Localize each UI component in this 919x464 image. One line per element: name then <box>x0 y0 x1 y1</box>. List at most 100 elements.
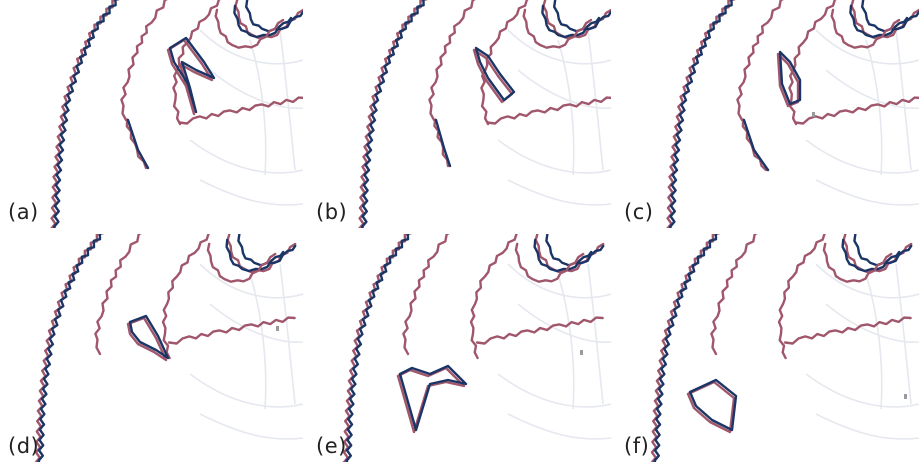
middle-tail-blue <box>742 118 770 172</box>
cluster-blue <box>853 234 913 267</box>
panel-label: (f) <box>624 434 650 458</box>
inner-arc-red <box>172 0 221 126</box>
cluster-red-inner <box>206 242 277 283</box>
inner-floor-red <box>486 96 611 125</box>
inner-floor-red <box>475 316 604 345</box>
background-contour <box>815 413 919 440</box>
cluster-blue-inner <box>541 4 601 39</box>
cluster-blue <box>861 0 919 33</box>
background-contour <box>557 273 575 410</box>
inner-arc-red <box>469 234 519 360</box>
background-contour <box>249 273 267 410</box>
inner-arc-red <box>777 234 827 360</box>
background-contour <box>209 303 303 343</box>
background-contour <box>825 303 919 343</box>
outer-arc-blue <box>345 234 410 462</box>
background-contour <box>507 413 611 440</box>
inner-floor-red <box>178 96 303 125</box>
background-contour <box>497 373 611 408</box>
blob-red <box>166 38 214 116</box>
background-contour <box>517 69 611 109</box>
artifact-speck <box>276 326 279 331</box>
contour-plot <box>666 0 919 228</box>
background-contour <box>189 373 303 408</box>
blob-blue <box>474 46 516 102</box>
background-contour <box>279 263 296 405</box>
blob-blue <box>778 50 802 106</box>
panel-f: (f) <box>616 234 919 462</box>
inner-arc-red <box>161 234 211 360</box>
inner-floor-red <box>794 96 919 125</box>
background-contour <box>199 179 303 206</box>
outer-arc-blue <box>53 0 117 228</box>
blob-red <box>396 366 466 434</box>
blob-blue <box>688 378 738 432</box>
background-contour <box>507 263 611 299</box>
middle-arc-red <box>736 0 784 122</box>
background-contour <box>587 29 604 171</box>
background-contour <box>815 263 919 299</box>
panel-label: (d) <box>8 434 40 458</box>
cluster-blue <box>553 0 611 33</box>
inner-floor-red <box>167 316 296 345</box>
cluster-red-inner <box>522 8 593 49</box>
background-contour <box>279 29 296 171</box>
panel-c: (c) <box>616 0 919 228</box>
panel-label: (e) <box>316 434 347 458</box>
cluster-blue-inner <box>841 238 901 273</box>
blob-blue <box>168 36 216 114</box>
background-contour <box>507 29 611 65</box>
background-contour <box>189 139 303 174</box>
middle-arc-red <box>428 0 476 122</box>
middle-arc-red <box>710 234 758 356</box>
cluster-blue <box>545 234 605 267</box>
panel-b: (b) <box>308 0 611 228</box>
inner-arc-red <box>788 0 837 126</box>
cluster-blue <box>237 234 297 267</box>
background-contour <box>587 263 604 405</box>
artifact-speck <box>580 350 583 355</box>
cluster-red-inner <box>214 8 285 49</box>
cluster-blue-inner <box>849 4 909 39</box>
middle-tail-blue <box>126 118 150 170</box>
middle-tail-blue <box>434 118 452 168</box>
middle-arc-red <box>120 0 168 122</box>
outer-arc-red <box>358 0 428 228</box>
background-contour <box>825 69 919 109</box>
blob-blue <box>128 314 170 360</box>
panel-a: (a) <box>0 0 303 228</box>
blob-blue <box>398 364 468 432</box>
outer-arc-blue <box>361 0 425 228</box>
outer-arc-red <box>666 0 736 228</box>
background-contour <box>517 303 611 343</box>
contour-plot <box>358 0 611 228</box>
outer-arc-blue <box>669 0 733 228</box>
background-contour <box>199 413 303 440</box>
cluster-red-inner <box>514 242 585 283</box>
inner-floor-red <box>783 316 912 345</box>
outer-arc-red <box>650 234 720 462</box>
outer-arc-blue <box>37 234 102 462</box>
outer-arc-blue <box>653 234 718 462</box>
contour-plot <box>50 0 303 228</box>
background-contour <box>209 69 303 109</box>
blob-red <box>126 316 168 362</box>
contour-plot <box>342 234 611 462</box>
contour-plot <box>650 234 919 462</box>
background-contour <box>199 29 303 65</box>
background-contour <box>805 139 919 174</box>
background-contour <box>815 179 919 206</box>
cluster-blue-inner <box>225 238 285 273</box>
cluster-red-inner <box>830 8 901 49</box>
background-contour <box>199 263 303 299</box>
background-contour <box>895 29 912 171</box>
cluster-blue <box>245 0 303 33</box>
background-contour <box>507 179 611 206</box>
cluster-blue-inner <box>233 4 293 39</box>
artifact-speck <box>904 394 907 399</box>
cluster-red-inner <box>822 242 893 283</box>
cluster-blue-inner <box>533 238 593 273</box>
background-contour <box>895 263 912 405</box>
outer-arc-red <box>50 0 120 228</box>
